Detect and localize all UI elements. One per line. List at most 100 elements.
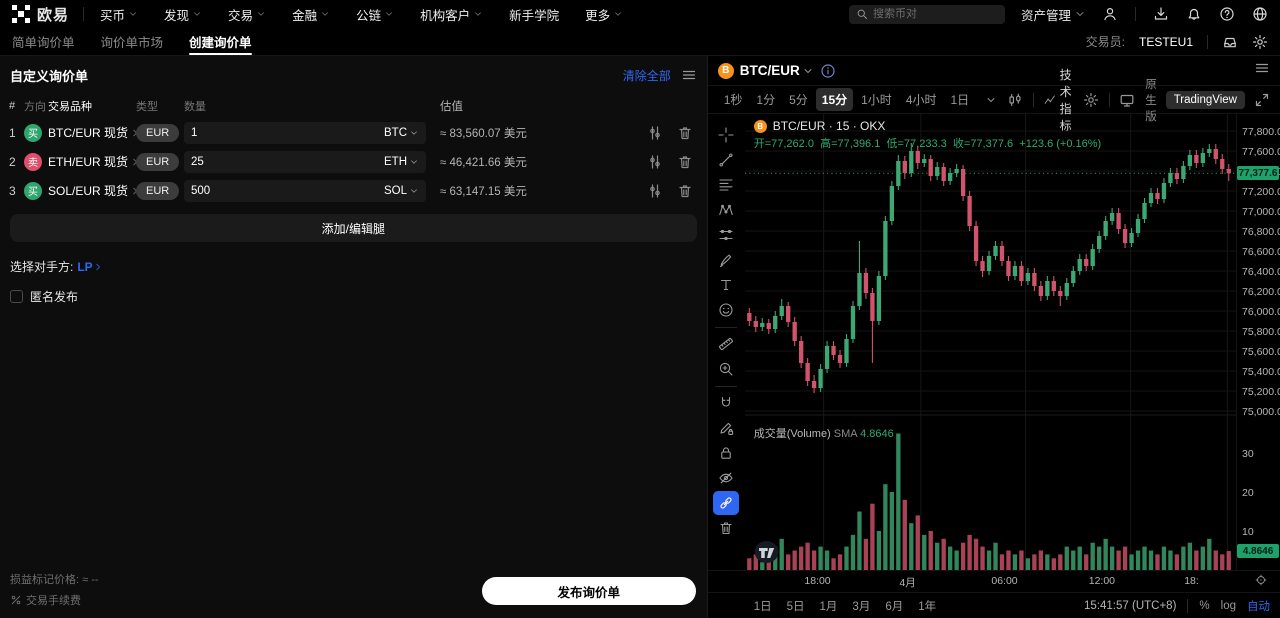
timeframe-15分[interactable]: 15分 — [815, 88, 854, 111]
price-axis[interactable]: 77,800.077,600.077,400.077,200.077,000.0… — [1236, 114, 1280, 570]
nav-item-1[interactable]: 买币 — [100, 5, 138, 24]
add-edit-legs-button[interactable]: 添加/编辑腿 — [10, 214, 697, 242]
nav-item-6[interactable]: 机构客户 — [420, 5, 483, 24]
nav-item-5[interactable]: 公链 — [356, 5, 394, 24]
adjust-sliders-icon[interactable] — [647, 183, 663, 199]
user-icon[interactable] — [1102, 6, 1118, 22]
trader-label: 交易员: — [1085, 35, 1125, 49]
unit-dropdown[interactable]: ETH — [384, 156, 419, 168]
percent-scale-button[interactable]: % — [1199, 599, 1210, 612]
globe-icon[interactable] — [1252, 6, 1268, 22]
delete-leg-icon[interactable] — [677, 183, 693, 199]
instrument-selector[interactable]: SOL/EUR 现货 — [48, 182, 137, 199]
instrument-selector[interactable]: BTC/EUR 现货 — [48, 124, 137, 141]
text-tool-icon[interactable] — [713, 273, 739, 297]
emoji-icon[interactable] — [713, 298, 739, 322]
range-1日[interactable]: 1日 — [753, 600, 772, 613]
orders-icon[interactable] — [1222, 34, 1238, 50]
anonymous-checkbox[interactable] — [10, 290, 23, 303]
range-1月[interactable]: 1月 — [819, 600, 838, 613]
currency-pill[interactable]: EUR — [136, 181, 180, 200]
nav-item-3[interactable]: 交易 — [228, 5, 266, 24]
rfq-tabs: 简单询价单 询价单市场 创建询价单 — [12, 28, 252, 55]
nav-item-4[interactable]: 金融 — [292, 5, 330, 24]
long-position-icon[interactable] — [713, 223, 739, 247]
expand-icon[interactable] — [1254, 92, 1270, 108]
tab-创建询价单[interactable]: 创建询价单 — [189, 28, 252, 55]
download-icon[interactable] — [1153, 6, 1169, 22]
trend-line-icon[interactable] — [713, 148, 739, 172]
fib-retracement-icon[interactable] — [713, 173, 739, 197]
tab-简单询价单[interactable]: 简单询价单 — [12, 36, 75, 50]
link-icon[interactable] — [713, 491, 740, 515]
bell-icon[interactable] — [1186, 6, 1202, 22]
indicators-button[interactable]: 技术指标 — [1044, 66, 1073, 134]
gear-icon[interactable] — [1083, 92, 1099, 108]
timeframe-1秒[interactable]: 1秒 — [723, 93, 743, 107]
brush-icon[interactable] — [713, 248, 739, 272]
tradingview-version-toggle[interactable]: TradingView — [1165, 90, 1245, 109]
timeframe-1小时[interactable]: 1小时 — [861, 93, 892, 107]
timeframe-4小时[interactable]: 4小时 — [905, 93, 937, 107]
target-icon[interactable] — [1255, 574, 1267, 586]
assets-menu[interactable]: 资产管理 — [1021, 5, 1086, 24]
draw-edit-icon[interactable] — [713, 416, 739, 440]
amount-input[interactable]: 25 ETH — [184, 150, 426, 173]
counterparty-link[interactable]: LP — [77, 260, 102, 274]
okx-logo[interactable]: 欧易 — [12, 4, 69, 25]
chart-canvas[interactable]: B BTC/EUR · 15 · OKX 开=77,262.0 高=77,396… — [744, 114, 1236, 570]
clock[interactable]: 15:41:57 (UTC+8) — [1084, 599, 1177, 612]
unit-dropdown[interactable]: SOL — [384, 185, 419, 197]
candle-type-icon[interactable] — [1007, 92, 1023, 108]
nav-item-8[interactable]: 更多 — [585, 5, 623, 24]
magnet-icon[interactable] — [713, 391, 739, 415]
publish-rfq-button[interactable]: 发布询价单 — [481, 577, 696, 605]
search-box[interactable] — [848, 4, 1005, 24]
range-6月[interactable]: 6月 — [885, 600, 904, 613]
crosshair-icon[interactable] — [713, 123, 739, 147]
panel-menu-icon[interactable] — [681, 67, 697, 83]
info-icon[interactable] — [820, 63, 836, 79]
instrument-selector[interactable]: ETH/EUR 现货 — [48, 153, 137, 170]
timeframe-5分[interactable]: 5分 — [789, 93, 808, 107]
unit-dropdown[interactable]: BTC — [384, 127, 419, 139]
divider — [1207, 34, 1208, 49]
volume-tick: 30 — [1242, 448, 1254, 460]
range-1年[interactable]: 1年 — [918, 600, 937, 613]
currency-pill[interactable]: EUR — [136, 152, 180, 171]
native-version-toggle[interactable]: 原生版 — [1145, 78, 1157, 123]
delete-leg-icon[interactable] — [677, 154, 693, 170]
nav-item-7[interactable]: 新手学院 — [509, 8, 560, 23]
adjust-sliders-icon[interactable] — [647, 125, 663, 141]
chevron-down-icon[interactable] — [985, 94, 997, 106]
clear-all-link[interactable]: 清除全部 — [622, 68, 671, 83]
leg-row-3: 3 买 SOL/EUR 现货 EUR 500 SOL ≈ 63,147.15 美元 — [0, 176, 707, 205]
help-icon[interactable] — [1219, 6, 1235, 22]
amount-input[interactable]: 500 SOL — [184, 179, 426, 202]
log-scale-button[interactable]: log — [1220, 599, 1236, 612]
delete-leg-icon[interactable] — [677, 125, 693, 141]
trash-icon[interactable] — [713, 516, 739, 540]
search-input[interactable] — [872, 8, 998, 20]
nav-item-2[interactable]: 发现 — [164, 5, 202, 24]
amount-input[interactable]: 1 BTC — [184, 121, 426, 144]
eye-hide-icon[interactable] — [713, 466, 739, 490]
chart-layout-icon[interactable] — [1119, 92, 1135, 108]
auto-scale-button[interactable]: 自动 — [1247, 600, 1270, 613]
gear-icon[interactable] — [1252, 34, 1268, 50]
timeframe-1日[interactable]: 1日 — [950, 93, 970, 107]
range-5日[interactable]: 5日 — [786, 600, 805, 613]
pair-selector[interactable]: BTC/EUR — [740, 63, 814, 78]
currency-pill[interactable]: EUR — [136, 123, 180, 142]
time-axis[interactable]: 18:00 4月 06:00 12:00 18: — [707, 570, 1280, 592]
range-3月[interactable]: 3月 — [852, 600, 871, 613]
xabcd-pattern-icon[interactable] — [713, 198, 739, 222]
zoom-in-icon[interactable] — [713, 357, 739, 381]
timeframe-1分[interactable]: 1分 — [756, 93, 776, 107]
chart-menu-icon[interactable] — [1254, 60, 1270, 76]
adjust-sliders-icon[interactable] — [647, 154, 663, 170]
price-tick: 75,000.0 — [1242, 406, 1280, 418]
tab-询价单市场[interactable]: 询价单市场 — [100, 36, 164, 50]
ruler-icon[interactable] — [713, 332, 739, 356]
lock-icon[interactable] — [713, 441, 739, 465]
